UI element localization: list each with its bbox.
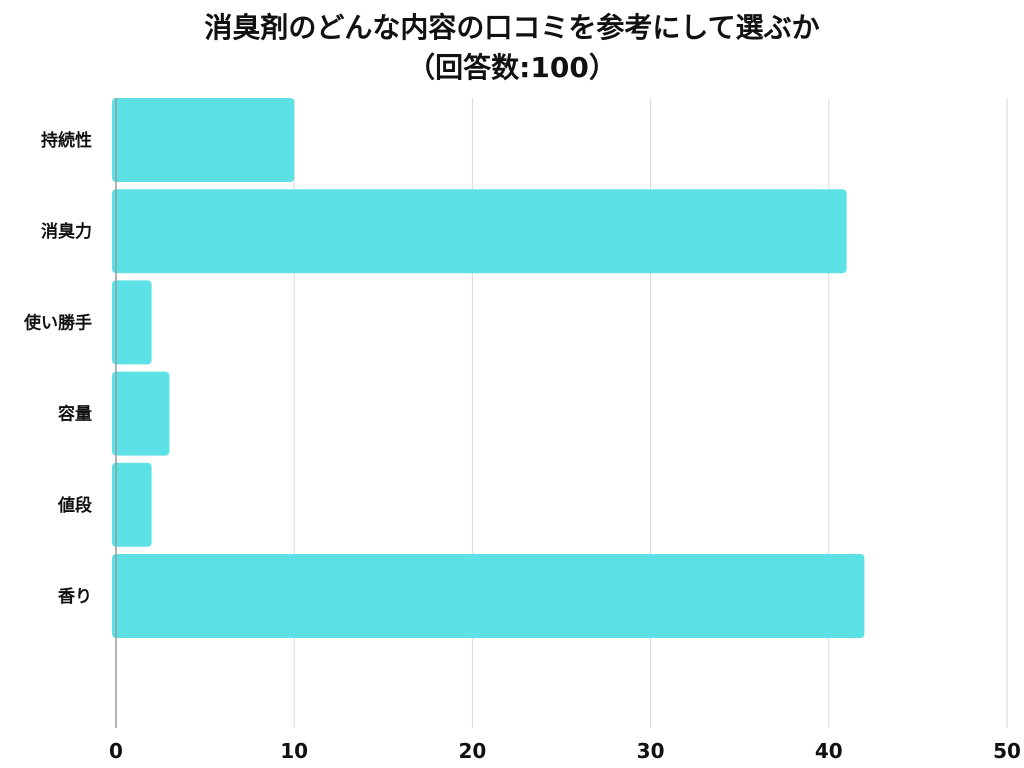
bar (112, 189, 847, 274)
x-tick-label: 0 (109, 739, 123, 763)
chart-title: 消臭剤のどんな内容の口コミを参考にして選ぶか (204, 11, 820, 44)
x-tick-label: 40 (815, 739, 843, 763)
chart-subtitle: （回答数:100） (407, 51, 617, 84)
bar (112, 98, 295, 182)
category-label: 値段 (57, 495, 92, 516)
category-label: 容量 (58, 404, 92, 425)
x-tick-label: 30 (637, 739, 665, 763)
bar (112, 554, 865, 638)
category-label: 使い勝手 (23, 312, 92, 333)
bar (112, 462, 152, 547)
category-label: 持続性 (41, 130, 92, 151)
chart-title-block: 消臭剤のどんな内容の口コミを参考にして選ぶか （回答数:100） (0, 8, 1024, 88)
x-tick-label: 10 (280, 739, 308, 763)
bars (112, 98, 865, 638)
category-label: 香り (58, 587, 92, 607)
x-tick-labels: 0 10 20 30 40 50 (109, 739, 1021, 763)
x-tick-label: 20 (458, 739, 486, 763)
x-tick-label: 50 (993, 739, 1021, 763)
category-label: 消臭力 (41, 221, 92, 242)
bar (112, 371, 170, 456)
bar (112, 280, 152, 365)
